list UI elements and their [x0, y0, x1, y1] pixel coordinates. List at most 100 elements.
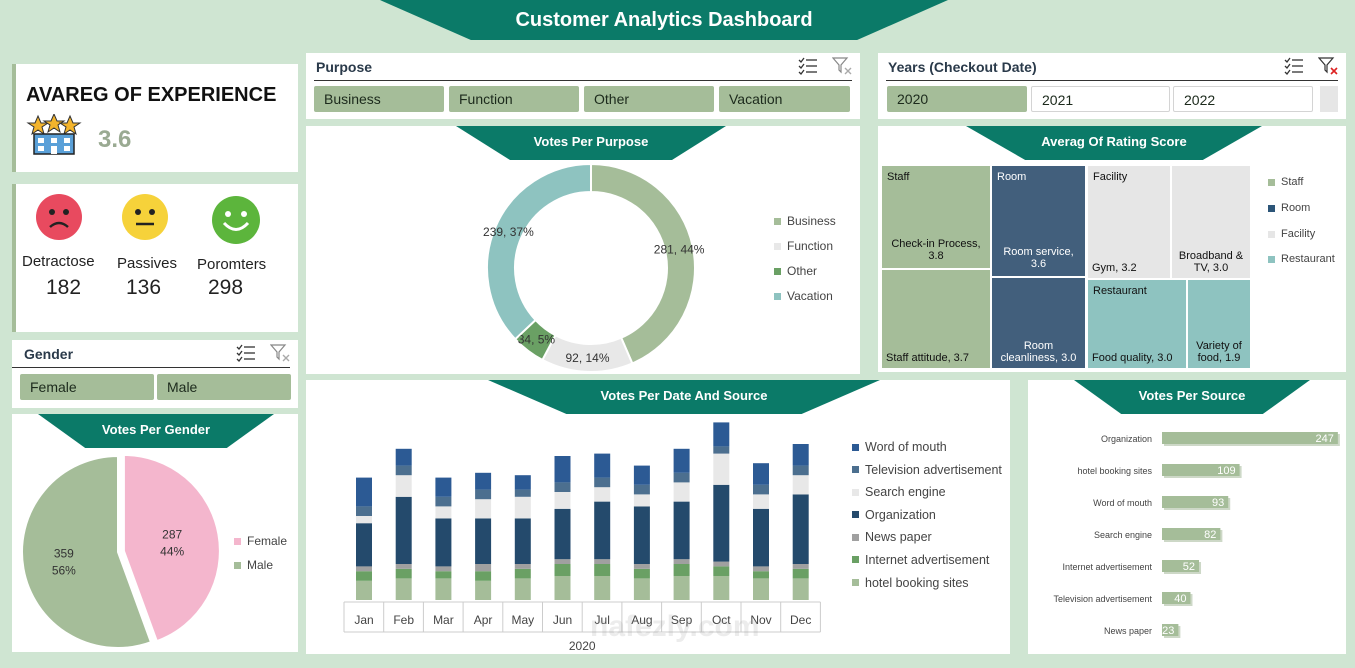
passives-label: Passives — [117, 255, 178, 272]
neutral-face-icon — [122, 194, 168, 240]
year-option-2021[interactable]: 2021 — [1031, 86, 1170, 112]
votes-per-date-chart: Jan Feb Mar Apr May Jun Jul Aug Sep Oct Nov Dec 2020 — [343, 422, 821, 653]
donut-label: 34, 5% — [518, 333, 556, 347]
bar-segment — [673, 482, 690, 502]
pie-label-count: 359 — [54, 547, 74, 561]
votes-per-gender-chart: 287 44% 359 56% — [21, 453, 221, 649]
experience-heading: AVAREG OF EXPERIENCE — [26, 84, 277, 106]
bar-segment — [356, 506, 372, 516]
x-axis-year-label: 2020 — [569, 639, 596, 653]
multi-select-icon[interactable] — [1284, 57, 1304, 75]
bar-segment — [554, 492, 571, 509]
month-label: Oct — [712, 613, 731, 627]
legend-swatch — [774, 242, 781, 250]
votes-per-date-legend: Word of mouth Television advertisement Sea… — [852, 440, 1002, 598]
bar-segment — [395, 448, 412, 466]
bar-segment — [594, 477, 611, 488]
votes-per-date-card: Votes Per Date And Source Jan Feb Mar Apr Ma… — [306, 380, 1010, 654]
legend-swatch — [774, 292, 781, 300]
treemap-restaurant-variety: Variety of food, 1.9 — [1188, 280, 1250, 368]
source-bar-value: 109 — [1217, 465, 1235, 477]
bar-segment — [435, 477, 452, 497]
legend-swatch — [852, 511, 859, 519]
bar-segment — [673, 472, 690, 483]
slicer-scrollbar[interactable] — [1320, 86, 1338, 112]
legend-swatch — [852, 443, 859, 451]
hotel-rating-icon — [26, 114, 82, 155]
legend-item: Internet advertisement — [852, 553, 1002, 567]
source-bar — [1162, 432, 1338, 444]
bar-segment — [356, 580, 372, 600]
year-option-2022[interactable]: 2022 — [1173, 86, 1313, 112]
legend-swatch — [1268, 255, 1275, 263]
bar-segment — [633, 578, 650, 600]
legend-swatch — [774, 267, 781, 275]
bar-segment — [633, 484, 650, 495]
pie-slice-male — [21, 454, 153, 649]
bar-segment — [753, 571, 769, 579]
bar-segment — [792, 444, 809, 466]
bar-segment — [514, 518, 531, 564]
month-label: Sep — [671, 613, 693, 627]
source-bar-value: 52 — [1183, 561, 1195, 573]
bar-segment — [633, 568, 650, 579]
treemap-restaurant-quality: Restaurant Food quality, 3.0 — [1088, 280, 1186, 368]
legend-swatch — [852, 533, 859, 541]
votes-per-purpose-card: Votes Per Purpose 281, 44% 92, 14% 34, 5% 2… — [306, 126, 860, 374]
clear-filter-icon[interactable] — [1318, 57, 1338, 75]
treemap-room-cleanliness: Room cleanliness, 3.0 — [992, 278, 1085, 368]
bar-segment — [594, 576, 611, 600]
gender-slicer-header: Gender — [12, 340, 290, 368]
legend-female: Female — [234, 534, 287, 548]
legend-item: News paper — [852, 530, 1002, 544]
bar-segment — [435, 566, 452, 572]
purpose-option-business[interactable]: Business — [314, 86, 444, 112]
source-bar-value: 82 — [1204, 529, 1216, 541]
legend-swatch — [852, 488, 859, 496]
gender-option-male[interactable]: Male — [157, 374, 291, 400]
bar-segment — [356, 516, 372, 524]
bar-segment — [554, 576, 571, 600]
votes-per-gender-title: Votes Per Gender — [38, 414, 274, 448]
bar-segment — [514, 475, 531, 490]
bar-segment — [753, 508, 769, 567]
purpose-slicer: Purpose Business Function Other Vacation — [306, 53, 860, 119]
year-option-2020[interactable]: 2020 — [887, 86, 1027, 112]
gender-option-female[interactable]: Female — [20, 374, 154, 400]
bar-segment — [753, 484, 769, 495]
bar-segment — [514, 578, 531, 600]
bar-segment — [713, 561, 730, 567]
clear-filter-icon[interactable] — [270, 344, 290, 362]
legend-swatch — [1268, 178, 1275, 186]
bar-segment — [753, 463, 769, 485]
pie-label-count: 287 — [162, 527, 182, 541]
treemap-staff-checkin: Staff Check-in Process, 3.8 — [882, 166, 990, 268]
donut-slice-vacation — [486, 162, 592, 341]
source-bar — [1162, 560, 1200, 572]
legend-restaurant: Restaurant — [1268, 253, 1335, 265]
clear-filter-icon[interactable] — [832, 57, 852, 75]
purpose-option-function[interactable]: Function — [449, 86, 579, 112]
multi-select-icon[interactable] — [236, 344, 256, 362]
bar-segment — [594, 559, 611, 564]
bar-segment — [673, 448, 690, 473]
experience-value: 3.6 — [98, 126, 132, 153]
purpose-option-vacation[interactable]: Vacation — [719, 86, 850, 112]
month-label: Jan — [354, 613, 373, 627]
bar-segment — [554, 559, 571, 564]
legend-room: Room — [1268, 202, 1310, 214]
source-category-label: Internet advertisement — [1062, 562, 1152, 572]
source-category-label: Organization — [1101, 434, 1152, 444]
bar-segment — [475, 571, 492, 581]
multi-select-icon[interactable] — [798, 57, 818, 75]
bar-segment — [792, 578, 809, 600]
bar-segment — [673, 501, 690, 560]
bar-segment — [395, 578, 412, 600]
legend-facility: Facility — [1268, 228, 1315, 240]
month-label: May — [511, 613, 534, 627]
donut-label: 281, 44% — [654, 243, 705, 257]
purpose-option-other[interactable]: Other — [584, 86, 714, 112]
promoters-value: 298 — [208, 276, 244, 299]
bar-segment — [435, 506, 452, 519]
bar-segment — [753, 494, 769, 509]
